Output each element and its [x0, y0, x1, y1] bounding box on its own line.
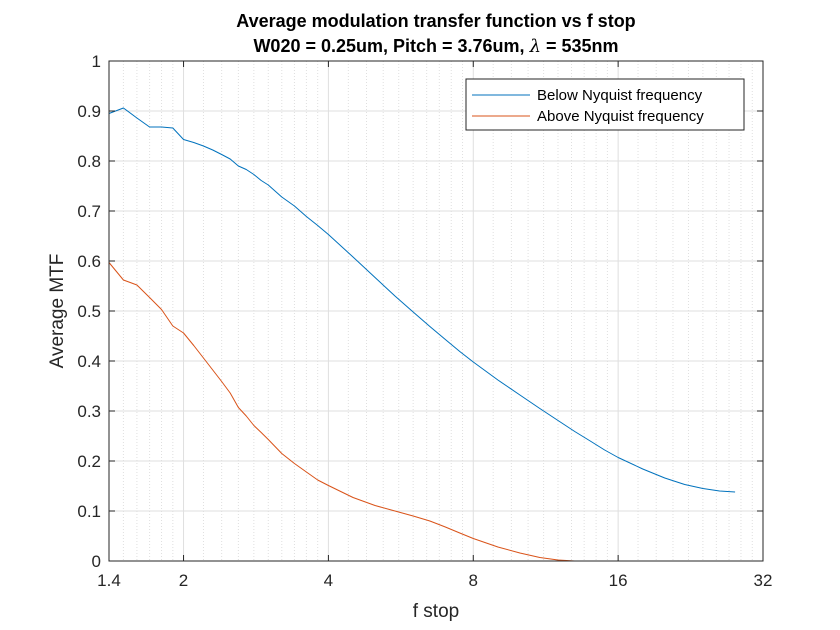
x-tick-label: 32: [754, 571, 773, 590]
subtitle-lambda: λ: [529, 36, 541, 57]
legend: Below Nyquist frequency Above Nyquist fr…: [465, 78, 745, 131]
y-axis-label: Average MTF: [47, 254, 68, 369]
subtitle-prefix: W020 = 0.25um, Pitch = 3.76um,: [253, 36, 529, 56]
x-tick-label: 1.4: [97, 571, 121, 590]
x-tick-label: 8: [469, 571, 478, 590]
chart-title: Average modulation transfer function vs …: [236, 11, 635, 31]
y-tick-label: 0.9: [77, 102, 101, 121]
legend-box: [465, 78, 745, 131]
y-tick-label: 0.8: [77, 152, 101, 171]
x-tick-label: 16: [609, 571, 628, 590]
y-tick-label: 0.5: [77, 302, 101, 321]
x-tick-label: 2: [179, 571, 188, 590]
x-axis-label: f stop: [413, 601, 459, 622]
subtitle-suffix: = 535nm: [541, 36, 619, 56]
y-tick-label: 0: [92, 552, 101, 571]
legend-label-above: Above Nyquist frequency: [537, 108, 704, 125]
x-tick-label: 4: [324, 571, 333, 590]
y-tick-label: 0.1: [77, 502, 101, 521]
axis-ticks: 1.4 2 4 8 16 32 0 0.1 0.2 0.3 0.4 0.5 0.6 0.7 0.8 0.9 1: [77, 52, 772, 590]
legend-label-below: Below Nyquist frequency: [537, 87, 703, 104]
y-tick-label: 0.2: [77, 452, 101, 471]
series-line-below-nyquist: [108, 107, 736, 493]
y-tick-label: 0.7: [77, 202, 101, 221]
chart-subtitle: W020 = 0.25um, Pitch = 3.76um, λ = 535nm: [253, 36, 618, 57]
y-tick-label: 0.6: [77, 252, 101, 271]
y-tick-label: 1: [92, 52, 101, 71]
y-tick-label: 0.4: [77, 352, 101, 371]
y-tick-label: 0.3: [77, 402, 101, 421]
